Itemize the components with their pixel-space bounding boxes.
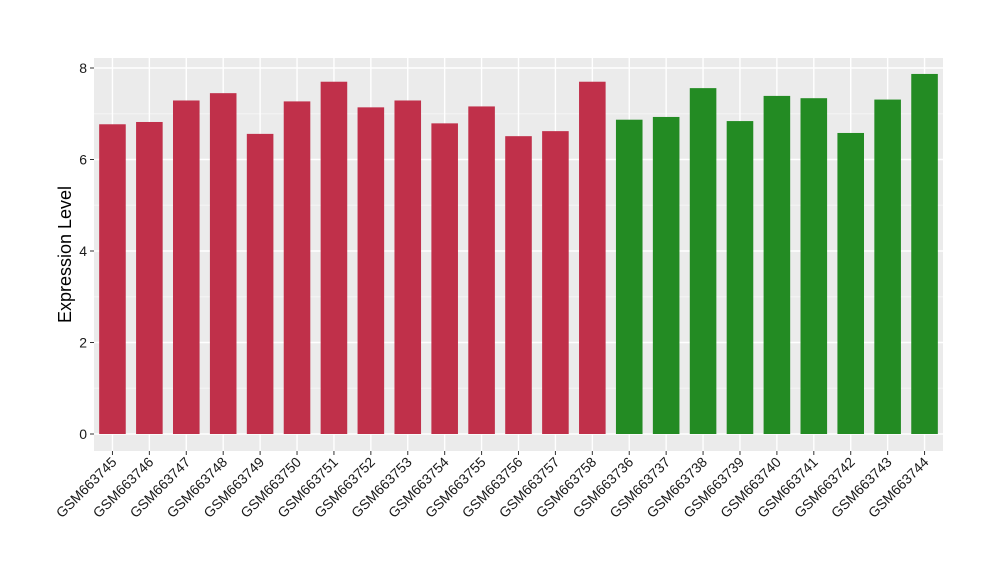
bar-gsm663753: [394, 100, 422, 435]
y-tick-label: 4: [79, 243, 87, 259]
bar-gsm663745: [99, 124, 126, 435]
bar-gsm663737: [652, 116, 680, 434]
y-tick-label: 6: [79, 152, 87, 168]
bar-gsm663740: [763, 95, 791, 434]
bar-gsm663739: [726, 121, 754, 434]
bars-group: [99, 73, 938, 435]
bar-gsm663744: [911, 73, 938, 434]
y-tick-label: 0: [79, 426, 87, 442]
bar-gsm663750: [283, 101, 311, 435]
bar-gsm663755: [468, 106, 495, 435]
y-tick-label: 8: [79, 60, 87, 76]
bar-gsm663754: [431, 123, 458, 435]
bar-gsm663747: [172, 100, 200, 435]
bar-gsm663758: [579, 81, 606, 434]
bar-gsm663743: [874, 99, 901, 434]
bar-gsm663752: [357, 107, 385, 434]
x-axis: GSM663745GSM663746GSM663747GSM663748GSM6…: [53, 451, 932, 521]
bar-gsm663736: [615, 119, 643, 434]
bar-gsm663742: [837, 132, 865, 434]
bar-gsm663748: [209, 93, 237, 434]
bar-gsm663738: [689, 88, 717, 434]
bar-gsm663756: [505, 136, 532, 435]
y-tick-label: 2: [79, 335, 87, 351]
y-axis: 0 2 4 6 8: [79, 60, 94, 442]
y-axis-title: Expression Level: [55, 186, 75, 323]
bar-gsm663746: [136, 121, 163, 435]
bar-gsm663751: [320, 81, 348, 434]
bar-gsm663749: [246, 133, 274, 434]
bar-gsm663757: [542, 131, 569, 434]
bar-gsm663741: [800, 98, 828, 434]
